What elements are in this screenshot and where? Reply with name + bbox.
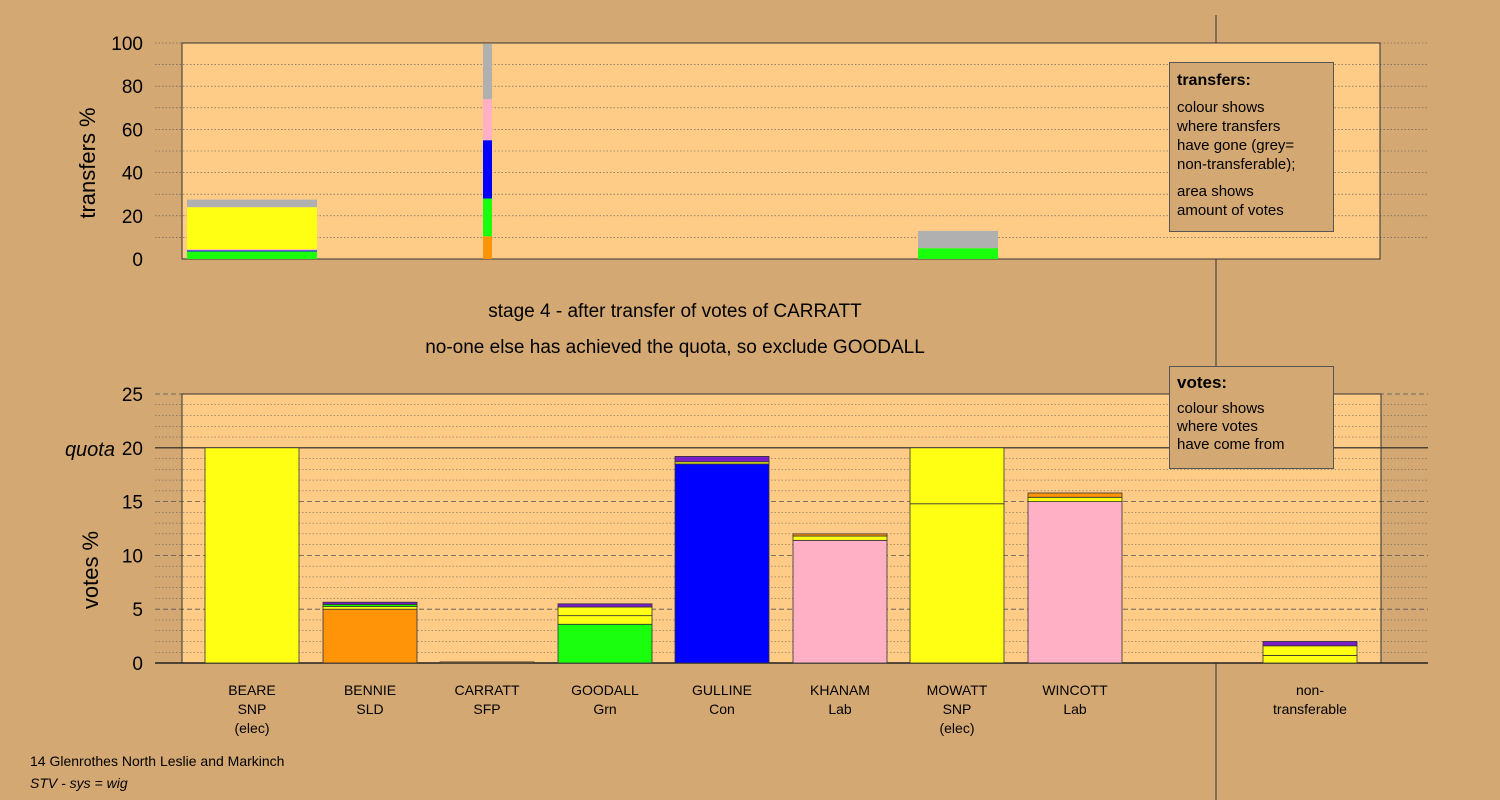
- category-label: SFP: [473, 701, 500, 717]
- transfer-segment: [187, 251, 317, 259]
- transfer-segment: [483, 44, 492, 100]
- y-tick-label: 60: [122, 120, 143, 141]
- category-label: Con: [709, 701, 735, 717]
- transfers-legend: transfers: colour shows where transfers …: [1169, 62, 1334, 232]
- vote-bar-segment: [674, 463, 770, 664]
- transfers-legend-line: area shows: [1177, 183, 1254, 200]
- system-label: STV - sys = wig: [30, 775, 128, 791]
- vote-bar-segment: [1262, 655, 1358, 664]
- y-tick-label: 10: [122, 546, 143, 567]
- y-tick-label: 40: [122, 164, 143, 185]
- votes-legend: votes: colour shows where votes have com…: [1169, 366, 1334, 469]
- vote-bar-segment: [204, 447, 300, 664]
- transfer-segment: [483, 99, 492, 141]
- category-label: Grn: [593, 701, 616, 717]
- vote-bar-segment: [792, 535, 888, 541]
- transfer-segment: [187, 207, 317, 250]
- votes-legend-line: colour shows: [1177, 400, 1265, 417]
- transfer-segment: [483, 236, 492, 259]
- vote-bar-segment: [909, 503, 1005, 664]
- transfers-plot-frame: [181, 42, 1381, 260]
- vote-bar-segment: [439, 661, 535, 664]
- quota-label: quota: [65, 439, 115, 461]
- category-label: SNP: [943, 701, 972, 717]
- vote-bar-segment: [1027, 492, 1123, 498]
- vote-bar-segment: [322, 606, 418, 610]
- transfer-segment: [187, 250, 317, 252]
- transfer-segment: [483, 140, 492, 199]
- category-label: transferable: [1273, 701, 1347, 717]
- category-label: Lab: [1063, 701, 1087, 717]
- vote-bar-segment: [909, 447, 1005, 505]
- vote-bar-segment: [322, 608, 418, 664]
- category-label: BEARE: [228, 682, 275, 698]
- transfers-legend-line: where transfers: [1177, 118, 1281, 135]
- vote-bar-segment: [674, 456, 770, 463]
- y-tick-label: 25: [122, 385, 143, 406]
- vote-bar-segment: [792, 533, 888, 537]
- category-label: SLD: [356, 701, 383, 717]
- category-label: (elec): [234, 720, 269, 736]
- votes-legend-line: where votes: [1177, 418, 1258, 435]
- y-tick-label: 80: [122, 77, 143, 98]
- category-label: GOODALL: [571, 682, 639, 698]
- vote-bar-segment: [557, 606, 653, 617]
- transfers-legend-line: have gone (grey=: [1177, 137, 1295, 154]
- vote-bar-segment: [557, 615, 653, 625]
- category-label: (elec): [939, 720, 974, 736]
- y-tick-label: 100: [111, 34, 143, 55]
- y-tick-label: 5: [132, 600, 143, 621]
- vote-bar-segment: [1262, 645, 1358, 656]
- category-label: KHANAM: [810, 682, 870, 698]
- transfer-segment: [187, 199, 317, 208]
- y-tick-label: 0: [132, 250, 143, 271]
- transfer-segment: [483, 198, 492, 237]
- y-tick-label: 20: [122, 207, 143, 228]
- category-label: non-: [1296, 682, 1324, 698]
- transfers-legend-line: amount of votes: [1177, 202, 1284, 219]
- votes-legend-line: have come from: [1177, 436, 1285, 453]
- transfers-legend-title: transfers:: [1177, 72, 1251, 89]
- category-label: WINCOTT: [1042, 682, 1108, 698]
- status-caption: no-one else has achieved the quota, so e…: [425, 337, 925, 358]
- y-tick-label: 0: [132, 654, 143, 675]
- transfer-segment: [187, 249, 317, 251]
- transfer-segment: [918, 248, 998, 259]
- category-label: Lab: [828, 701, 852, 717]
- ward-label: 14 Glenrothes North Leslie and Markinch: [30, 753, 285, 769]
- vote-bar-segment: [1027, 496, 1123, 502]
- category-label: CARRATT: [454, 682, 520, 698]
- transfers-legend-line: non-transferable);: [1177, 156, 1296, 173]
- vote-bar-segment: [1262, 641, 1358, 647]
- votes-legend-title: votes:: [1177, 373, 1228, 392]
- transfer-segment: [918, 230, 998, 249]
- transfers-y-axis-label: transfers %: [75, 107, 100, 218]
- transfers-legend-line: colour shows: [1177, 99, 1265, 116]
- vote-bar-segment: [557, 623, 653, 664]
- category-label: GULLINE: [692, 682, 752, 698]
- vote-bar-segment: [557, 603, 653, 608]
- votes-y-axis-label: votes %: [78, 531, 103, 609]
- category-label: SNP: [238, 701, 267, 717]
- y-tick-label: 15: [122, 493, 143, 514]
- category-label: MOWATT: [927, 682, 988, 698]
- y-tick-label: 20: [122, 439, 143, 460]
- stage-caption: stage 4 - after transfer of votes of CAR…: [488, 301, 862, 322]
- vote-bar-segment: [792, 539, 888, 664]
- vote-bar-segment: [322, 601, 418, 605]
- category-label: BENNIE: [344, 682, 396, 698]
- vote-bar-segment: [1027, 501, 1123, 664]
